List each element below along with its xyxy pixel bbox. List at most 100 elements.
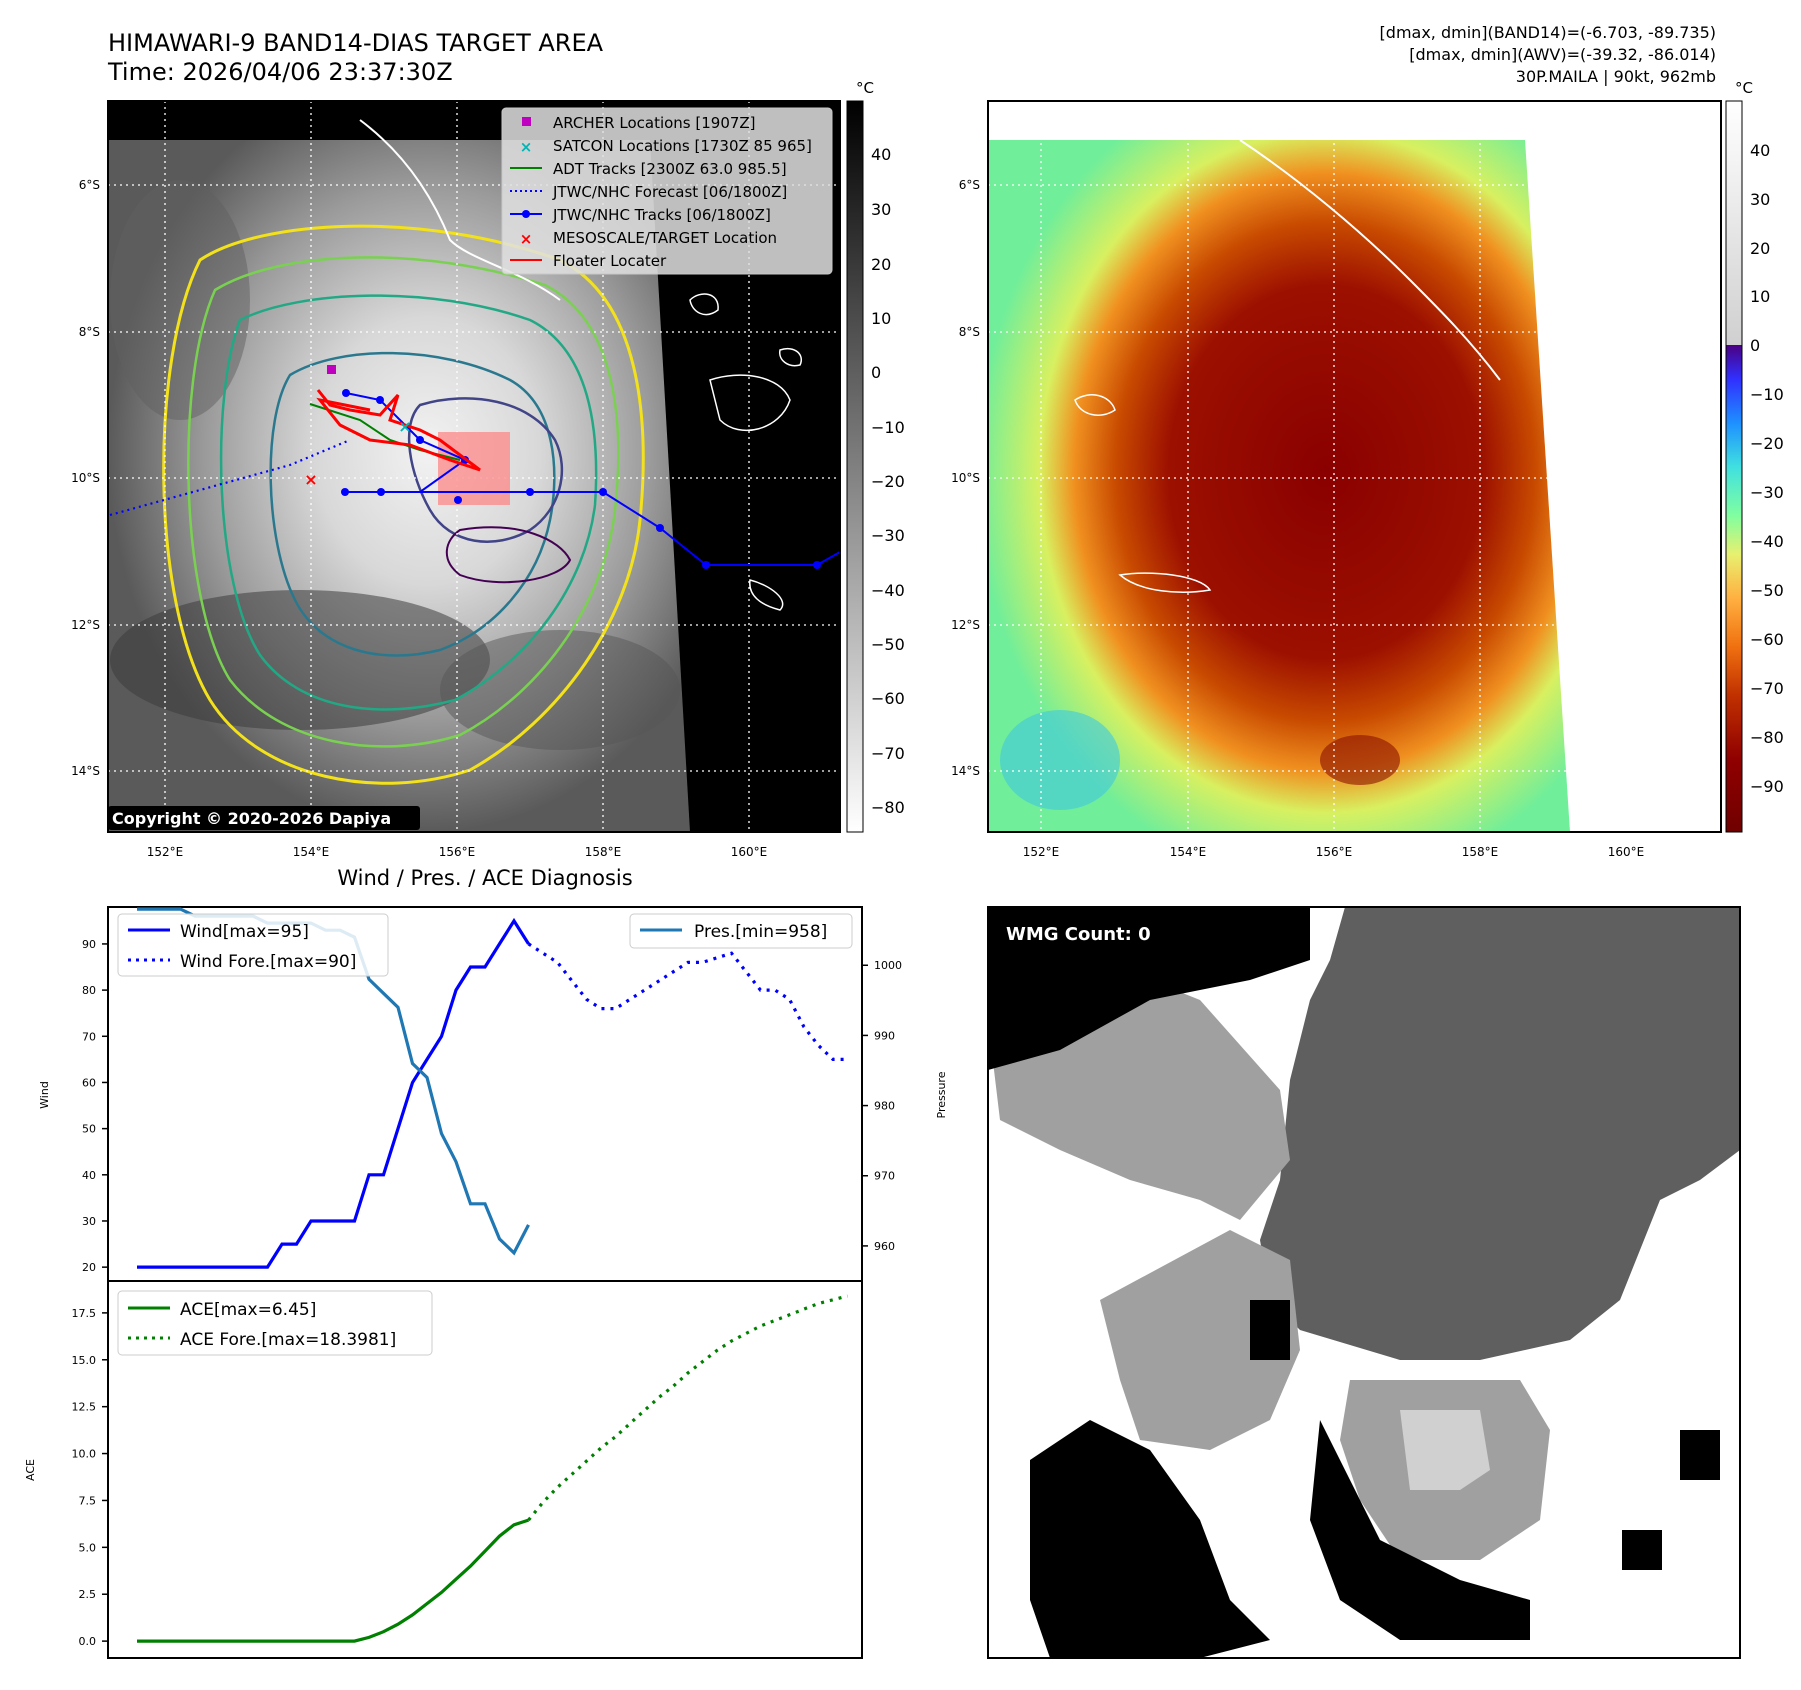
lat-label: 8°S xyxy=(959,325,980,339)
lon-label: 156°E xyxy=(1316,845,1353,859)
awv-tick: 0 xyxy=(1750,336,1760,355)
legend-adt: ADT Tracks [2300Z 63.0 985.5] xyxy=(553,160,787,178)
legend-tracks: JTWC/NHC Tracks [06/1800Z] xyxy=(552,206,771,224)
awv-lon-labels: 152°E 154°E 156°E 158°E 160°E xyxy=(1023,845,1645,859)
ir-cloud-texture xyxy=(110,180,250,420)
awv-tick: −50 xyxy=(1750,581,1784,600)
lon-label: 158°E xyxy=(585,845,622,859)
ir-contour-blue xyxy=(269,351,556,657)
wmg-count-box xyxy=(998,918,1174,948)
lat-label: 14°S xyxy=(951,764,980,778)
lat-label: 12°S xyxy=(71,618,100,632)
legend-wind-fore: Wind Fore.[max=90] xyxy=(180,952,356,972)
ace-tick-label: 15.0 xyxy=(72,1354,97,1367)
ir-tick: 40 xyxy=(871,145,891,164)
pressure-tick-label: 1000 xyxy=(874,959,902,972)
pressure-tick-label: 960 xyxy=(874,1240,895,1253)
awv-coastline xyxy=(1118,572,1212,593)
lon-label: 160°E xyxy=(1608,845,1645,859)
lon-label: 156°E xyxy=(439,845,476,859)
legend-mesoscale-icon: × xyxy=(520,230,533,248)
awv-colorbar-frame xyxy=(1725,100,1743,833)
wmg-region-black xyxy=(1310,1420,1530,1640)
pressure-axis-ticks: 960 970 980 990 1000 xyxy=(862,959,902,1253)
ir-lon-labels: 152°E 154°E 156°E 158°E 160°E xyxy=(147,845,768,859)
legend-wind: Wind[max=95] xyxy=(180,922,309,942)
ace-series-line-1 xyxy=(527,1294,848,1522)
copyright: Copyright © 2020-2026 Dapiya xyxy=(112,809,391,828)
ir-contour-green xyxy=(187,256,620,748)
awv-band xyxy=(1000,710,1120,810)
ir-coastline xyxy=(749,579,784,611)
lat-label: 6°S xyxy=(959,178,980,192)
lon-label: 152°E xyxy=(1023,845,1060,859)
lat-label: 6°S xyxy=(79,178,100,192)
pressure-tick-label: 990 xyxy=(874,1029,895,1042)
pressure-axis-label: Pressure xyxy=(935,1071,948,1118)
legend-ace: ACE[max=6.45] xyxy=(180,1300,316,1320)
ir-coastline xyxy=(359,119,561,301)
ir-contour-teal xyxy=(219,294,598,711)
awv-gridlines xyxy=(988,101,1721,832)
ir-tick: 0 xyxy=(871,363,881,382)
ir-tick: −70 xyxy=(871,744,905,763)
wmg-region-light xyxy=(1100,1230,1300,1450)
ace-tick-label: 7.5 xyxy=(79,1494,97,1507)
series-line-1 xyxy=(527,942,848,1062)
ace-chart: 0.0 2.5 5.0 7.5 10.0 12.5 15.0 17.5 ACE ACE[max… xyxy=(24,1280,863,1659)
lat-label: 14°S xyxy=(71,764,100,778)
awv-tick: −20 xyxy=(1750,434,1784,453)
ace-axis-ticks: 0.0 2.5 5.0 7.5 10.0 12.5 15.0 17.5 xyxy=(72,1307,108,1648)
floater-locater-track xyxy=(316,389,481,472)
wmg-frame xyxy=(987,906,1741,1659)
ir-map-panel: × × ARCHER Locations [1907Z] × SATCON Lo… xyxy=(71,79,905,859)
awv-imagery xyxy=(988,140,1570,832)
wmg-region-black xyxy=(1250,1300,1290,1360)
ir-colorbar-unit: °C xyxy=(856,79,874,97)
ir-tick: −60 xyxy=(871,689,905,708)
ir-contour-indigo xyxy=(407,397,564,543)
ir-tick: 10 xyxy=(871,309,891,328)
awv-colorbar-ticks: 40 30 20 10 0 −10 −20 −30 −40 −50 −60 −7… xyxy=(1750,141,1784,796)
awv-tick: 40 xyxy=(1750,141,1770,160)
ir-tick: −80 xyxy=(871,798,905,817)
wind-tick-label: 30 xyxy=(82,1215,96,1228)
wind-tick-label: 60 xyxy=(82,1076,96,1089)
archer-marker xyxy=(327,365,336,374)
lon-label: 160°E xyxy=(731,845,768,859)
awv-map-panel: 6°S 8°S 10°S 12°S 14°S 152°E 154°E 156°E… xyxy=(951,79,1784,859)
legend-pressure: Pres.[min=958] xyxy=(694,922,827,942)
wind-tick-label: 50 xyxy=(82,1123,96,1136)
figure-time: Time: 2026/04/06 23:37:30Z xyxy=(107,58,453,86)
awv-tick: 30 xyxy=(1750,190,1770,209)
wmg-region-dark xyxy=(1260,907,1740,1360)
lat-label: 10°S xyxy=(71,471,100,485)
lon-label: 154°E xyxy=(1170,845,1207,859)
ir-tick: −20 xyxy=(871,472,905,491)
ir-coastline xyxy=(689,293,719,316)
ace-tick-label: 5.0 xyxy=(79,1541,97,1554)
info-storm: 30P.MAILA | 90kt, 962mb xyxy=(1516,67,1716,86)
awv-lat-labels: 6°S 8°S 10°S 12°S 14°S xyxy=(951,178,980,778)
awv-tick: −30 xyxy=(1750,483,1784,502)
wind-axis-ticks: 20 30 40 50 60 70 80 90 xyxy=(82,938,108,1274)
ace-axis-label: ACE xyxy=(24,1459,37,1481)
ir-tick: −10 xyxy=(871,418,905,437)
wmg-region-black xyxy=(1622,1530,1662,1570)
ace-series xyxy=(137,1294,848,1643)
wind-pressure-chart: 20 30 40 50 60 70 80 90 960 970 980 990 1000 Wind P… xyxy=(38,906,948,1282)
awv-tick: −60 xyxy=(1750,630,1784,649)
legend-floater: Floater Locater xyxy=(553,252,667,270)
ir-colorbar xyxy=(846,100,864,833)
legend-satcon: SATCON Locations [1730Z 85 965] xyxy=(553,137,812,155)
legend-ace-fore: ACE Fore.[max=18.3981] xyxy=(180,1330,396,1350)
awv-tick: −80 xyxy=(1750,728,1784,747)
wind-legend: Wind[max=95] Wind Fore.[max=90] xyxy=(117,913,389,977)
ir-cloud-texture xyxy=(440,630,680,750)
pressure-legend: Pres.[min=958] xyxy=(629,913,853,949)
series-line-0 xyxy=(137,917,530,1269)
awv-colorbar-warm xyxy=(1726,101,1742,345)
lon-label: 158°E xyxy=(1462,845,1499,859)
ir-tick: 30 xyxy=(871,200,891,219)
